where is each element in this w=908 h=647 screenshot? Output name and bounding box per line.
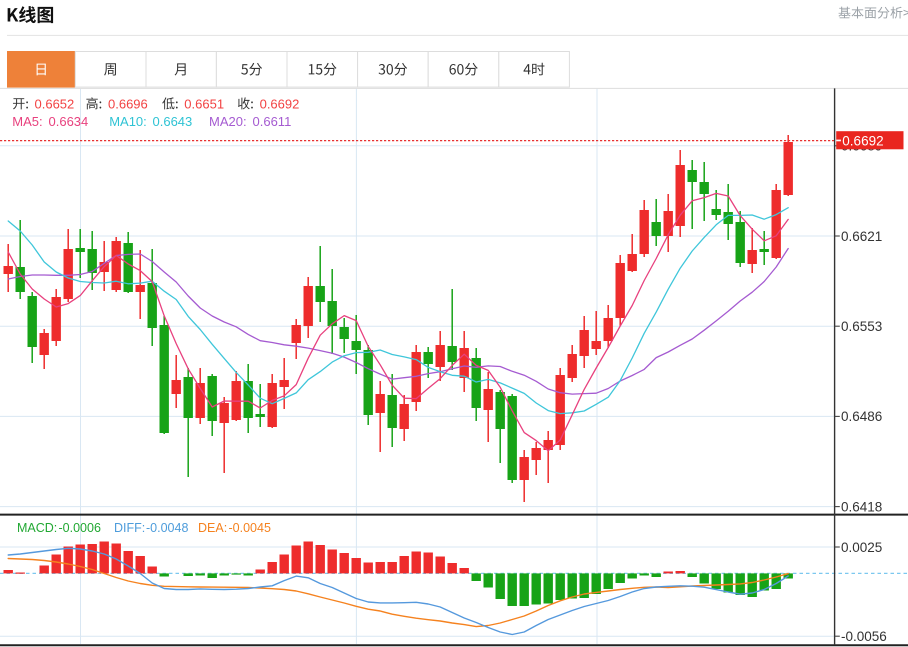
svg-text:0.6553: 0.6553: [841, 319, 882, 334]
svg-text:0.6634: 0.6634: [49, 114, 89, 129]
svg-text:0.6692: 0.6692: [260, 96, 300, 111]
svg-text:0.6696: 0.6696: [108, 96, 148, 111]
svg-text:MA5:: MA5:: [12, 114, 42, 129]
svg-text:0.0025: 0.0025: [841, 540, 882, 555]
svg-text:0.6652: 0.6652: [35, 96, 75, 111]
svg-text:-0.0006: -0.0006: [59, 521, 101, 535]
svg-text:0.6643: 0.6643: [153, 114, 193, 129]
svg-text:DEA:: DEA:: [198, 521, 227, 535]
svg-text:MACD:: MACD:: [17, 521, 57, 535]
svg-text:0.6621: 0.6621: [841, 229, 882, 244]
svg-text:DIFF:: DIFF:: [114, 521, 145, 535]
svg-text:0.6486: 0.6486: [841, 409, 882, 424]
svg-text:-0.0056: -0.0056: [841, 629, 887, 644]
svg-text:0.6651: 0.6651: [184, 96, 224, 111]
svg-text:MA10:: MA10:: [109, 114, 147, 129]
svg-text:-0.0045: -0.0045: [229, 521, 271, 535]
svg-text:0.6611: 0.6611: [253, 114, 292, 129]
svg-text:0.6692: 0.6692: [842, 133, 883, 148]
svg-text:-0.0048: -0.0048: [146, 521, 188, 535]
svg-text:MA20:: MA20:: [209, 114, 247, 129]
svg-text:0.6418: 0.6418: [841, 499, 882, 514]
